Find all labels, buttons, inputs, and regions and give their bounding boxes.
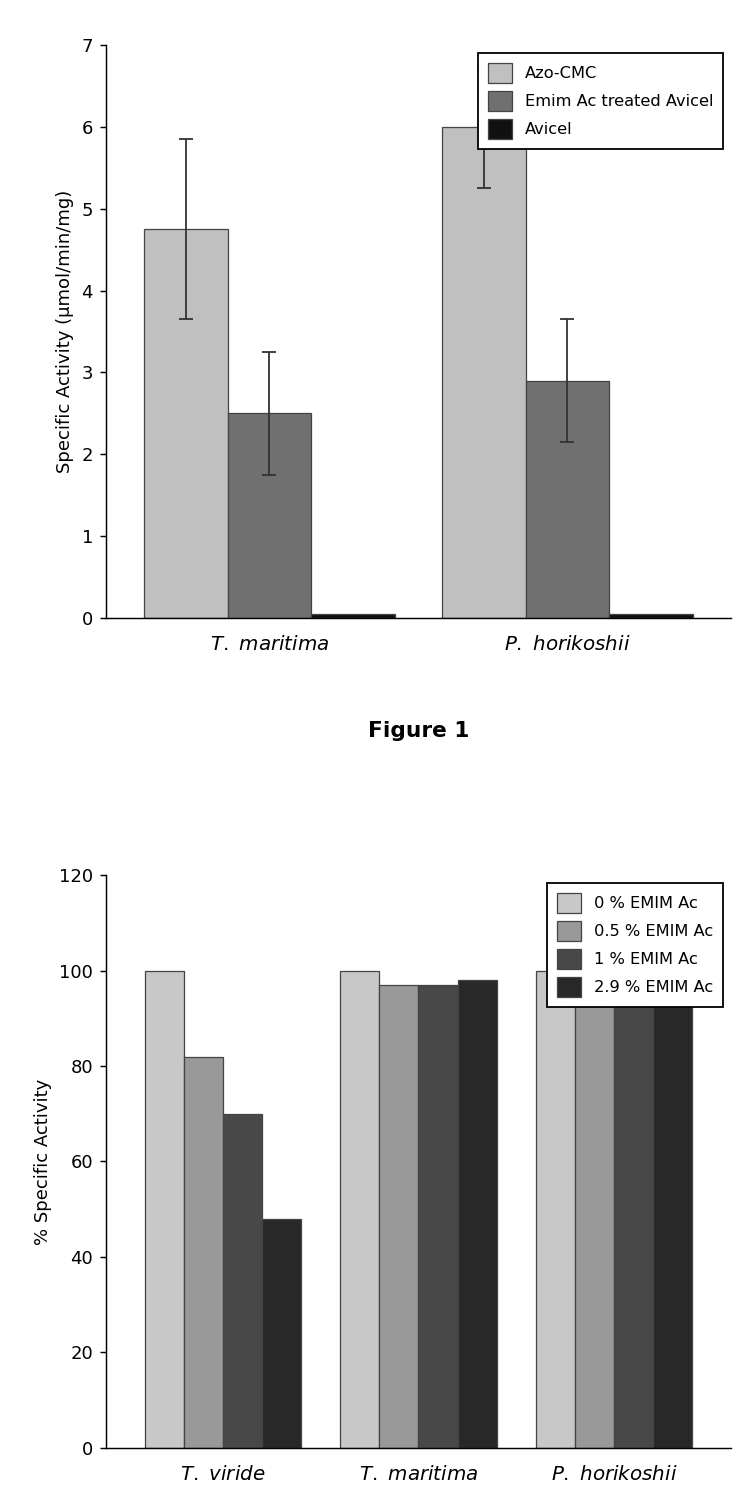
Bar [536, 971, 575, 1448]
Bar [418, 985, 458, 1448]
Bar [443, 127, 526, 618]
Y-axis label: Specific Activity (μmol/min/mg): Specific Activity (μmol/min/mg) [57, 190, 74, 474]
Text: Figure 1: Figure 1 [368, 721, 469, 740]
Bar [458, 980, 497, 1448]
Bar [144, 229, 228, 618]
Bar [379, 985, 418, 1448]
Y-axis label: % Specific Activity: % Specific Activity [34, 1078, 51, 1244]
Legend: Azo-CMC, Emim Ac treated Avicel, Avicel: Azo-CMC, Emim Ac treated Avicel, Avicel [478, 53, 723, 149]
Legend: 0 % EMIM Ac, 0.5 % EMIM Ac, 1 % EMIM Ac, 2.9 % EMIM Ac: 0 % EMIM Ac, 0.5 % EMIM Ac, 1 % EMIM Ac,… [547, 884, 723, 1006]
Bar [614, 971, 653, 1448]
Bar [262, 1218, 301, 1448]
Bar [609, 614, 693, 618]
Bar [653, 980, 692, 1448]
Bar [223, 1114, 262, 1448]
Bar [311, 614, 394, 618]
Bar [526, 380, 609, 618]
Bar [145, 971, 184, 1448]
Bar [575, 967, 614, 1448]
Bar [340, 971, 379, 1448]
Bar [228, 413, 311, 618]
Bar [184, 1057, 223, 1448]
